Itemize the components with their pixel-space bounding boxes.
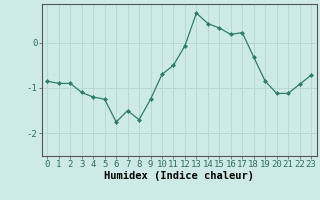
- X-axis label: Humidex (Indice chaleur): Humidex (Indice chaleur): [104, 171, 254, 181]
